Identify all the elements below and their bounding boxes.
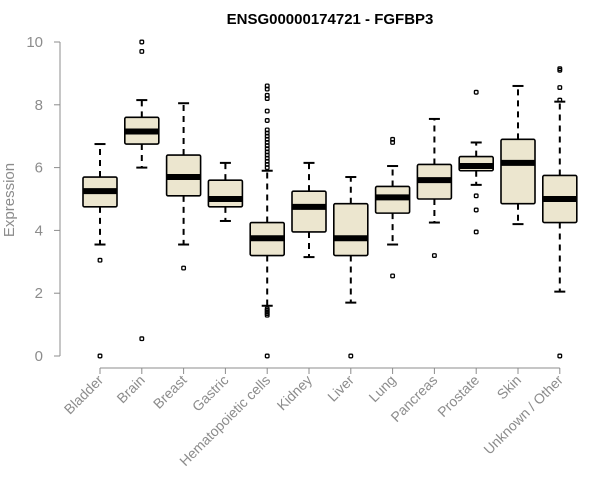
y-tick-label: 6 — [35, 160, 43, 177]
outlier-point — [557, 353, 563, 359]
x-tick-label: Breast — [150, 372, 190, 412]
y-tick-label: 4 — [35, 222, 43, 239]
outlier-point — [473, 207, 479, 213]
box-group-skin — [500, 84, 536, 226]
x-tick-label: Kidney — [274, 372, 316, 414]
outlier-point — [97, 353, 103, 359]
outlier-point — [390, 140, 396, 145]
outlier-point — [473, 89, 479, 95]
outlier-point — [557, 97, 563, 103]
outlier-point — [557, 67, 563, 73]
axes: 0 2 4 6 8 10 — [26, 34, 561, 374]
outlier-point — [557, 85, 563, 90]
outlier-point — [348, 353, 354, 359]
y-tick-label: 10 — [26, 34, 43, 51]
x-tick-label: Unknown / Other — [480, 372, 566, 458]
outlier-point — [139, 48, 145, 54]
x-tick-label: Skin — [494, 372, 525, 403]
box-group-kidney — [291, 161, 327, 259]
box-group-prostate — [458, 89, 495, 235]
outlier-point — [431, 253, 437, 258]
y-tick-label: 0 — [35, 348, 43, 365]
y-tick-label: 8 — [35, 97, 43, 114]
chart-title: ENSG00000174721 - FGFBP3 — [227, 11, 434, 28]
x-tick-label: Lung — [365, 372, 398, 405]
box-group-breast — [165, 102, 202, 271]
box-group-gastric — [207, 161, 244, 222]
outlier-point — [473, 229, 479, 235]
x-tick-label: Bladder — [61, 372, 107, 418]
outlier-point — [264, 165, 270, 171]
outlier-point — [264, 118, 270, 123]
outlier-point — [473, 193, 479, 199]
outlier-point — [97, 257, 103, 263]
iqr-box — [291, 190, 327, 233]
box-group-brain — [124, 39, 160, 342]
iqr-box — [500, 138, 536, 205]
outlier-point — [181, 265, 187, 271]
box-group-hematopoietic-cells — [249, 83, 285, 359]
outlier-point — [264, 96, 270, 101]
box-group-unknown-other — [541, 66, 578, 359]
iqr-box — [332, 202, 369, 257]
x-tick-label: Liver — [324, 372, 357, 405]
iqr-box — [207, 179, 244, 208]
plot-area — [82, 39, 578, 359]
x-tick-label: Brain — [113, 372, 147, 406]
outlier-point — [390, 273, 396, 279]
outlier-point — [264, 86, 270, 92]
box-group-bladder — [82, 143, 118, 359]
box-group-liver — [332, 176, 369, 359]
outlier-point — [264, 353, 270, 359]
outlier-point — [264, 312, 270, 318]
x-tick-label: Prostate — [434, 372, 482, 420]
outlier-point — [139, 39, 145, 45]
box-group-lung — [374, 136, 411, 279]
y-axis-label: Expression — [1, 163, 18, 237]
y-tick-label: 2 — [35, 285, 43, 302]
outlier-point — [139, 336, 145, 342]
outlier-point — [264, 108, 270, 114]
box-group-pancreas — [416, 117, 453, 258]
